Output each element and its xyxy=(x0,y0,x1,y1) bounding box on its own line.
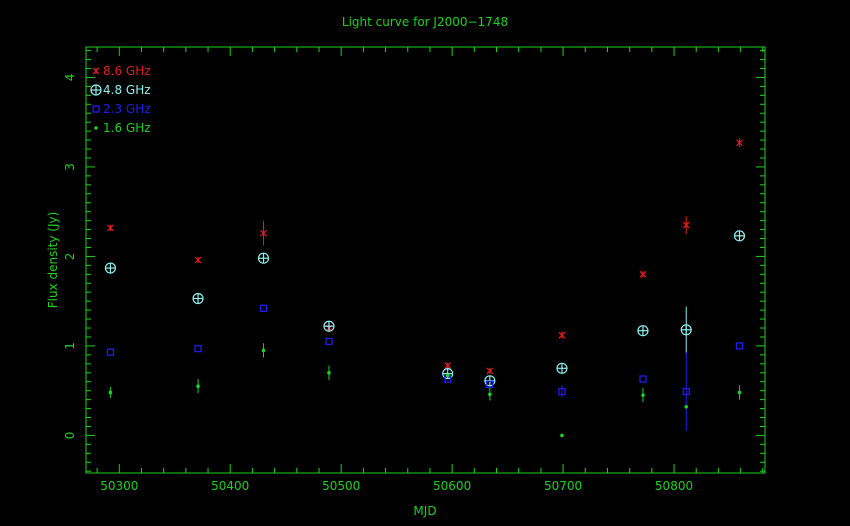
legend-marker xyxy=(90,84,102,96)
y-tick-labels: 0 1 2 3 4 xyxy=(63,74,77,440)
legend-label: 8.6 GHz xyxy=(103,64,151,78)
y-tick-label: 3 xyxy=(63,163,77,171)
data-point xyxy=(194,256,202,264)
data-point xyxy=(488,392,492,397)
x-tick-label: 50500 xyxy=(322,479,360,493)
data-point xyxy=(639,270,647,278)
data-point xyxy=(261,348,266,353)
data-point xyxy=(558,331,566,339)
series-1-6-ghz xyxy=(108,343,742,438)
data-point xyxy=(325,337,333,346)
y-axis-label: Flux density (Jy) xyxy=(46,212,60,309)
series-8-6-ghz xyxy=(106,138,743,375)
series-4-8-ghz xyxy=(104,230,746,387)
data-point xyxy=(641,393,645,397)
legend-item: 2.3 GHz xyxy=(92,102,151,116)
data-point xyxy=(257,252,270,264)
data-point xyxy=(260,229,267,237)
chart-title: Light curve for J2000−1748 xyxy=(342,15,508,29)
x-tick-label: 50600 xyxy=(433,479,471,493)
legend-label: 4.8 GHz xyxy=(103,83,151,97)
legend-item: 1.6 GHz xyxy=(94,121,151,135)
legend-label: 1.6 GHz xyxy=(103,121,151,135)
data-point xyxy=(445,373,450,378)
data-point xyxy=(444,362,452,370)
data-point xyxy=(104,262,117,274)
x-tick-label: 50400 xyxy=(211,479,249,493)
legend-item: 4.8 GHz xyxy=(90,83,151,97)
plot-frame xyxy=(85,46,766,474)
y-tick-label: 0 xyxy=(63,432,77,440)
series-2-3-ghz xyxy=(106,304,744,431)
data-point xyxy=(560,433,564,438)
x-tick-label: 50300 xyxy=(100,479,138,493)
legend-label: 2.3 GHz xyxy=(103,102,151,116)
y-tick-label: 2 xyxy=(63,253,77,261)
y-tick-label: 4 xyxy=(63,74,77,82)
data-point xyxy=(680,324,692,336)
data-point xyxy=(108,390,113,395)
axis-ticks xyxy=(86,47,765,473)
data-point xyxy=(558,387,566,396)
legend: 8.6 GHz 4.8 GHz 2.3 GHz 1.6 GHz xyxy=(90,64,151,135)
data-point xyxy=(737,390,742,395)
legend-item: 8.6 GHz xyxy=(92,64,151,78)
data-point xyxy=(194,344,202,353)
legend-marker xyxy=(92,105,100,113)
data-point xyxy=(735,342,744,350)
data-point xyxy=(486,367,494,375)
legend-marker xyxy=(94,126,98,130)
data-point xyxy=(637,325,649,337)
data-point xyxy=(733,230,746,242)
data-point xyxy=(556,362,568,374)
x-tick-labels: 50300 50400 50500 50600 50700 50800 xyxy=(100,479,693,493)
y-tick-label: 1 xyxy=(63,342,77,350)
x-tick-label: 50700 xyxy=(544,479,582,493)
data-point xyxy=(196,384,200,388)
data-point xyxy=(323,320,335,332)
data-point xyxy=(486,380,494,389)
data-marks xyxy=(104,138,746,438)
data-point xyxy=(682,387,690,396)
data-point xyxy=(736,139,743,147)
x-tick-label: 50800 xyxy=(655,479,693,493)
data-point xyxy=(682,221,690,229)
data-point xyxy=(192,292,204,305)
data-point xyxy=(684,404,689,409)
data-point xyxy=(327,370,331,375)
legend-marker xyxy=(92,67,100,75)
data-point xyxy=(106,224,114,232)
data-point xyxy=(639,375,647,383)
data-point xyxy=(259,304,268,312)
x-axis-label: MJD xyxy=(413,504,436,518)
data-point xyxy=(106,348,115,356)
